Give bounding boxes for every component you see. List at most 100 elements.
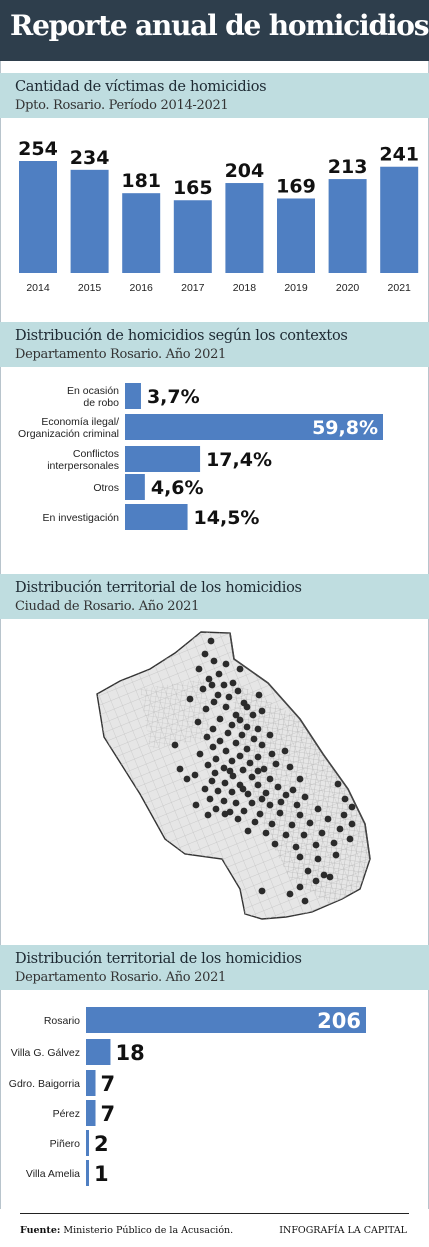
- homicide-point: [232, 799, 240, 807]
- locality-bar-1: [86, 1039, 111, 1065]
- tick-label-2021: 2021: [388, 282, 412, 294]
- homicide-point: [256, 810, 264, 818]
- homicide-point: [191, 771, 199, 779]
- locality-label-4: Piñero: [50, 1138, 81, 1150]
- homicide-point: [276, 809, 284, 817]
- section-4-subtitle: Departamento Rosario. Año 2021: [15, 970, 227, 985]
- homicide-point: [211, 769, 219, 777]
- context-value-4: 14,5%: [194, 507, 260, 529]
- locality-value-2: 7: [101, 1072, 116, 1096]
- locality-bar-0: [86, 1007, 366, 1033]
- homicide-point: [226, 767, 234, 775]
- homicide-point: [318, 829, 326, 837]
- data-label-2014: 254: [18, 138, 58, 160]
- source-label: Fuente:: [20, 1225, 61, 1236]
- context-value-1: 59,8%: [312, 417, 378, 439]
- bar-2014: [19, 161, 57, 273]
- homicide-point: [286, 890, 294, 898]
- homicide-point: [220, 764, 228, 772]
- homicide-point: [332, 851, 340, 859]
- homicide-point: [229, 679, 237, 687]
- homicide-point: [228, 788, 236, 796]
- homicide-point: [243, 723, 251, 731]
- homicide-point: [194, 718, 202, 726]
- homicide-point: [272, 760, 280, 768]
- context-bar-1: [125, 414, 383, 440]
- homicide-point: [326, 873, 334, 881]
- homicide-point: [225, 693, 233, 701]
- homicide-point: [236, 665, 244, 673]
- homicide-point: [348, 820, 356, 828]
- homicide-point: [274, 783, 282, 791]
- data-label-2018: 204: [225, 160, 265, 182]
- section-3-title: Distribución territorial de los homicidi…: [15, 580, 302, 596]
- homicide-point: [314, 805, 322, 813]
- homicide-point: [300, 831, 308, 839]
- section-3-header: Distribución territorial de los homicidi…: [0, 574, 429, 619]
- homicide-point: [239, 785, 247, 793]
- source-text: Ministerio Público de la Acusación.: [60, 1225, 234, 1236]
- homicide-point: [296, 811, 304, 819]
- yearly-homicides-chart: 254 2014 234 2015 181 2016 165 2017 204 2018 169 20…: [18, 138, 419, 294]
- homicide-point: [214, 691, 222, 699]
- homicide-point: [301, 897, 309, 905]
- homicide-point: [312, 877, 320, 885]
- homicide-point: [240, 807, 248, 815]
- homicide-point: [282, 791, 290, 799]
- bar-2020: [328, 179, 367, 273]
- data-label-2020: 213: [328, 156, 368, 178]
- locality-label-5: Villa Amelia: [26, 1168, 80, 1180]
- homicide-point: [234, 687, 242, 695]
- homicide-point: [258, 741, 266, 749]
- left-border: [0, 61, 1, 1209]
- homicide-point: [220, 797, 228, 805]
- homicide-point: [320, 871, 328, 879]
- homicide-point: [238, 731, 246, 739]
- homicide-point: [212, 805, 220, 813]
- page-header: Reporte anual de homicidios: [0, 0, 429, 61]
- footer: Fuente: Ministerio Público de la Acusaci…: [0, 1209, 429, 1247]
- homicide-point: [341, 795, 349, 803]
- locality-value-4: 2: [94, 1132, 109, 1156]
- bar-2017: [173, 200, 212, 273]
- context-value-2: 17,4%: [206, 449, 272, 471]
- homicide-point: [216, 737, 224, 745]
- homicide-point: [228, 721, 236, 729]
- locality-value-5: 1: [94, 1162, 109, 1186]
- homicide-point: [324, 815, 332, 823]
- homicide-point: [254, 753, 262, 761]
- homicide-point: [262, 829, 270, 837]
- context-label-3-0: Otros: [93, 482, 119, 494]
- locality-bar-3: [86, 1100, 96, 1126]
- homicide-point: [239, 766, 247, 774]
- homicide-point: [244, 790, 252, 798]
- section-3-subtitle: Ciudad de Rosario. Año 2021: [15, 599, 200, 614]
- context-label-1-1: Organización criminal: [18, 428, 119, 440]
- locality-label-3: Pérez: [53, 1108, 80, 1120]
- homicide-point: [306, 819, 314, 827]
- homicide-point: [296, 853, 304, 861]
- section-1-subtitle: Dpto. Rosario. Período 2014-2021: [15, 98, 229, 113]
- tick-label-2015: 2015: [78, 282, 102, 294]
- homicide-point: [195, 665, 203, 673]
- page-title: Reporte anual de homicidios: [10, 9, 429, 42]
- context-label-2-0: Conflictos: [73, 448, 119, 460]
- homicide-point: [314, 855, 322, 863]
- homicide-point: [268, 750, 276, 758]
- homicide-point: [255, 691, 263, 699]
- homicide-point: [204, 811, 212, 819]
- data-label-2021: 241: [379, 144, 419, 166]
- homicide-point: [202, 705, 210, 713]
- homicide-points: [171, 637, 356, 905]
- homicide-point: [262, 789, 270, 797]
- homicide-point: [246, 759, 254, 767]
- homicide-point: [266, 731, 274, 739]
- homicide-point: [296, 883, 304, 891]
- context-bar-2: [125, 446, 201, 472]
- data-label-2017: 165: [173, 177, 213, 199]
- section-4-header: Distribución territorial de los homicidi…: [0, 945, 429, 990]
- bar-2016: [122, 193, 161, 273]
- homicide-point: [199, 685, 207, 693]
- homicide-point: [222, 660, 230, 668]
- homicide-point: [209, 725, 217, 733]
